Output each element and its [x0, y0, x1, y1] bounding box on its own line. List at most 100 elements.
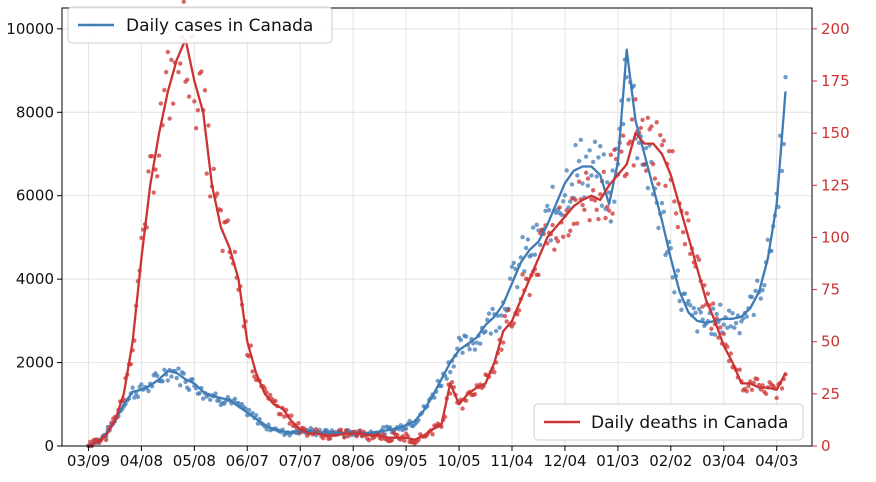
series-0-point	[197, 390, 202, 396]
series-1-point	[282, 414, 287, 419]
series-0-point	[458, 337, 464, 343]
legend-cases: Daily cases in Canada	[67, 6, 333, 44]
series-0-point	[686, 298, 691, 304]
series-0-point	[451, 364, 456, 369]
series-1-point	[215, 191, 220, 196]
series-0-point	[590, 159, 596, 165]
series-0-point	[174, 375, 179, 381]
right-tick-label: 125	[821, 176, 850, 194]
series-1-point	[658, 132, 663, 138]
series-1-point	[169, 57, 174, 63]
series-0-point	[599, 203, 605, 208]
legend-cases-box	[67, 6, 333, 44]
series-0-point	[721, 322, 726, 327]
series-1-point	[663, 183, 668, 189]
series-0-point	[444, 376, 449, 381]
series-0-point	[670, 275, 675, 280]
series-1-point	[573, 197, 578, 203]
series-1-point	[628, 139, 633, 144]
series-0-point	[133, 391, 139, 396]
series-0-point	[589, 173, 594, 178]
series-1-point	[504, 319, 509, 324]
series-1-point	[139, 235, 144, 241]
series-1-point	[278, 412, 284, 417]
series-0-point	[718, 302, 723, 307]
series-1-point	[165, 49, 171, 55]
series-1-point	[218, 208, 224, 213]
series-1-point	[659, 142, 665, 148]
grid-layer	[62, 8, 812, 447]
series-1-point	[670, 149, 675, 154]
series-1-point	[594, 207, 599, 212]
series-0-point	[467, 347, 472, 352]
series-1-point	[568, 228, 573, 233]
series-1-point	[583, 170, 589, 175]
series-0-point	[753, 288, 758, 294]
series-1-point	[186, 94, 192, 99]
series-1-point	[492, 369, 497, 375]
series-0-point	[755, 278, 760, 283]
series-0-point	[139, 382, 144, 387]
series-1-point	[650, 161, 656, 167]
series-1-point	[185, 77, 190, 82]
series-1-point	[705, 291, 711, 296]
series-0-point	[508, 276, 513, 281]
series-0-point	[688, 302, 693, 308]
x-tick-label: 09/05	[385, 452, 428, 470]
series-1-point	[178, 61, 183, 66]
series-1-point	[695, 254, 700, 259]
series-0-point	[672, 290, 677, 295]
series-1-point	[252, 374, 257, 379]
right-tick-label: 150	[821, 124, 850, 142]
series-1-point	[289, 413, 294, 418]
series-0-point	[439, 383, 444, 389]
series-0-point	[132, 395, 137, 400]
series-1-point	[746, 383, 751, 389]
series-1-point	[220, 248, 225, 254]
series-0-point	[448, 369, 453, 375]
series-1-point	[460, 406, 465, 411]
legend-deaths-box	[533, 403, 804, 441]
series-0-point	[698, 310, 704, 315]
series-0-point	[569, 182, 575, 187]
series-1-point	[206, 123, 211, 128]
series-1-point	[629, 117, 635, 122]
x-tick-label: 06/07	[226, 452, 269, 470]
series-0-point	[518, 255, 524, 260]
series-1-point	[576, 179, 582, 184]
series-0-point	[612, 199, 617, 204]
series-1-point	[587, 218, 592, 223]
series-1-point	[463, 398, 469, 403]
series-1-point	[640, 117, 645, 123]
series-0-point	[594, 174, 599, 179]
series-1-point	[585, 176, 591, 181]
series-1-point	[511, 321, 516, 326]
series-0-point	[530, 225, 536, 230]
series-1-point	[389, 437, 395, 443]
series-0-point	[532, 252, 538, 257]
series-0-point	[130, 385, 135, 390]
series-1-point	[343, 428, 349, 433]
series-1-point	[225, 218, 231, 223]
series-1-point	[774, 395, 779, 401]
series-1-point	[575, 221, 580, 226]
right-tick-label: 200	[821, 20, 850, 38]
series-0-point	[576, 158, 582, 164]
series-0-point	[509, 264, 515, 269]
series-0-point	[725, 325, 730, 330]
series-1-point	[103, 437, 109, 443]
series-0-point	[474, 340, 479, 345]
right-tick-label: 50	[821, 333, 840, 351]
series-1-point	[605, 204, 610, 209]
series-1-point	[603, 215, 608, 221]
series-0-point	[779, 168, 785, 174]
series-0-point	[380, 425, 386, 430]
series-0-point	[255, 421, 261, 426]
series-1-point	[680, 230, 686, 235]
left-tick-label: 10000	[6, 20, 54, 38]
left-tick-label: 6000	[16, 187, 54, 205]
series-0-point	[675, 268, 681, 273]
series-0-point	[264, 427, 269, 432]
series-0-point	[726, 308, 732, 313]
